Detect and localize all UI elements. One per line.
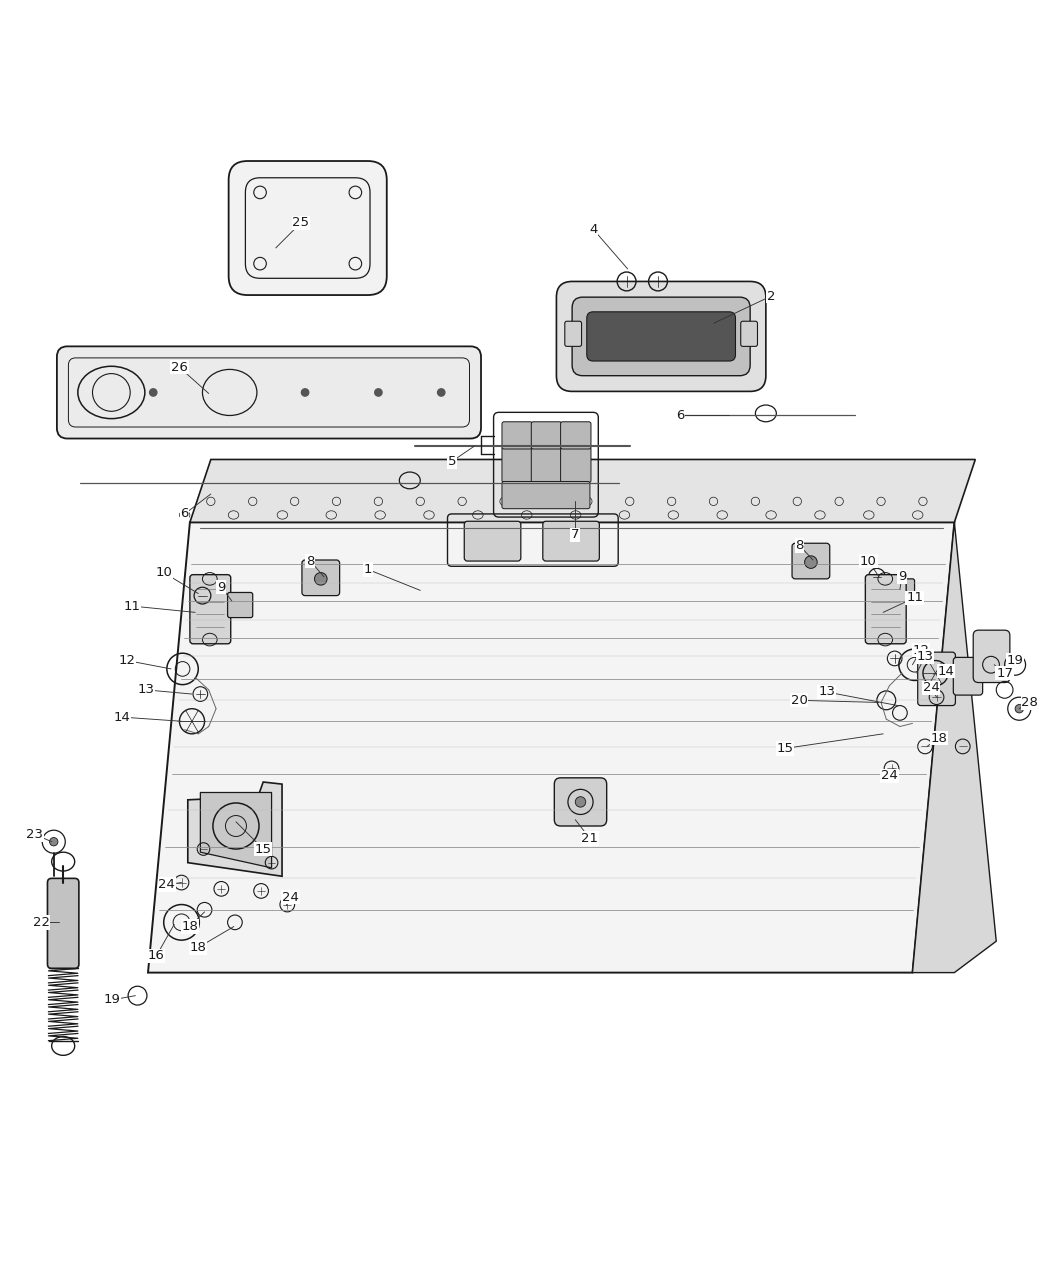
Text: 18: 18 [182,921,198,933]
FancyBboxPatch shape [973,630,1010,682]
Text: 6: 6 [676,409,685,422]
Ellipse shape [149,389,156,397]
Text: 28: 28 [1022,696,1038,709]
FancyBboxPatch shape [190,575,231,644]
FancyBboxPatch shape [543,521,600,561]
Text: 18: 18 [930,732,947,745]
Ellipse shape [804,556,817,569]
Text: 25: 25 [292,217,310,230]
Text: 12: 12 [119,654,135,667]
Text: 11: 11 [906,592,923,604]
Text: 11: 11 [124,599,141,612]
Text: 4: 4 [589,223,597,236]
Text: 2: 2 [766,289,775,302]
FancyBboxPatch shape [229,161,386,295]
FancyBboxPatch shape [228,593,253,617]
Text: 24: 24 [159,878,175,891]
Polygon shape [201,793,272,868]
FancyBboxPatch shape [561,422,591,449]
Text: 23: 23 [26,827,43,842]
Polygon shape [188,782,282,876]
Text: 9: 9 [217,580,226,594]
FancyBboxPatch shape [572,297,750,376]
Text: 5: 5 [447,455,456,468]
Text: 15: 15 [255,843,272,856]
Ellipse shape [575,797,586,807]
Text: 13: 13 [917,650,933,663]
Ellipse shape [301,389,309,397]
Ellipse shape [315,572,328,585]
Text: 20: 20 [791,694,807,706]
Polygon shape [912,523,996,973]
Text: 15: 15 [776,742,793,755]
FancyBboxPatch shape [587,312,735,361]
Text: 16: 16 [148,950,165,963]
FancyBboxPatch shape [554,778,607,826]
FancyBboxPatch shape [47,878,79,969]
Text: 19: 19 [1007,654,1024,667]
Text: 6: 6 [181,507,189,520]
FancyBboxPatch shape [918,652,956,705]
FancyBboxPatch shape [464,521,521,561]
Text: 21: 21 [582,833,598,845]
Text: 14: 14 [938,664,954,677]
FancyBboxPatch shape [302,560,339,595]
Text: 1: 1 [363,564,372,576]
FancyBboxPatch shape [57,347,481,439]
Text: 14: 14 [113,710,130,724]
Ellipse shape [1015,705,1024,713]
Text: 22: 22 [33,915,49,929]
Polygon shape [190,459,975,523]
FancyBboxPatch shape [792,543,830,579]
Ellipse shape [438,389,445,397]
FancyBboxPatch shape [865,575,906,644]
Polygon shape [148,523,954,973]
Text: 24: 24 [923,681,940,695]
FancyBboxPatch shape [561,448,591,482]
FancyBboxPatch shape [565,321,582,347]
Text: 24: 24 [881,769,898,783]
Text: 19: 19 [104,993,121,1006]
FancyBboxPatch shape [889,579,915,604]
FancyBboxPatch shape [502,422,532,449]
FancyBboxPatch shape [556,282,765,391]
Text: 9: 9 [898,570,906,583]
Text: 17: 17 [996,667,1013,680]
Text: 26: 26 [171,361,188,374]
Text: 7: 7 [571,528,580,542]
Ellipse shape [49,838,58,845]
FancyBboxPatch shape [953,658,983,695]
Text: 12: 12 [912,644,929,657]
FancyBboxPatch shape [531,422,562,449]
Ellipse shape [375,389,382,397]
Text: 8: 8 [307,555,315,567]
Text: 24: 24 [282,891,299,904]
Text: 13: 13 [818,686,835,699]
Text: 10: 10 [155,566,172,579]
FancyBboxPatch shape [531,448,562,482]
FancyBboxPatch shape [502,482,590,509]
Text: 18: 18 [190,941,207,954]
FancyBboxPatch shape [740,321,757,347]
Text: 13: 13 [138,683,154,696]
Text: 8: 8 [795,539,803,552]
Text: 10: 10 [860,555,877,567]
FancyBboxPatch shape [502,448,532,482]
